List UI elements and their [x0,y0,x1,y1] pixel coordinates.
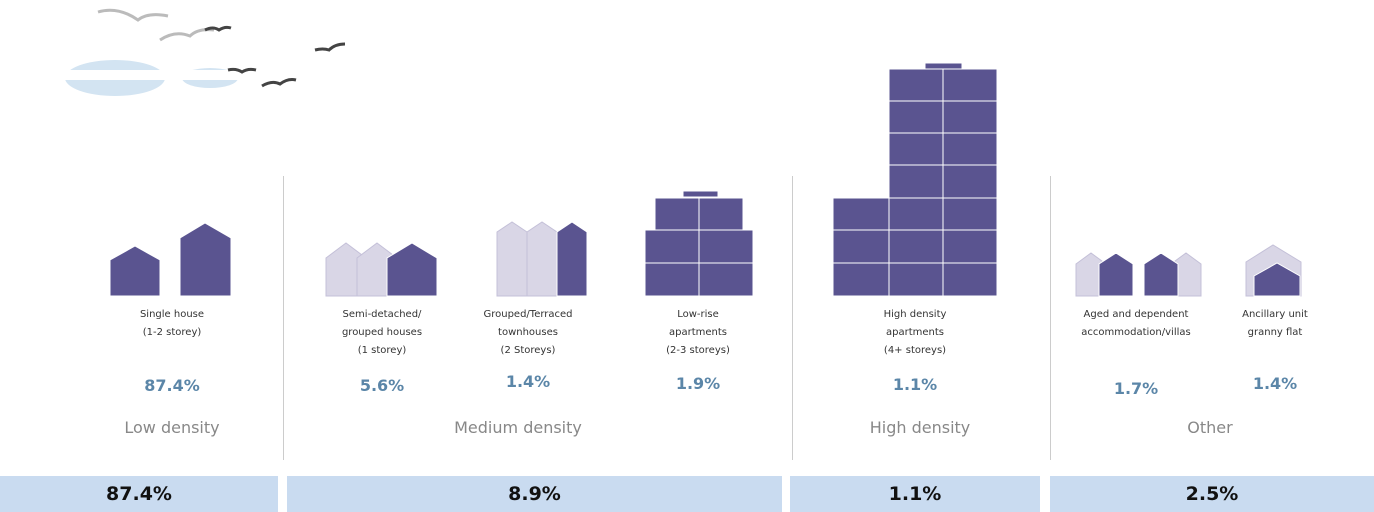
divider [1050,176,1051,460]
buildings [110,63,1301,296]
item-label: (2 Storeys) [448,342,608,360]
illustration [0,0,1374,470]
group-name: Low density [52,418,292,437]
group-name: Other [1090,418,1330,437]
item-label: townhouses [448,324,608,342]
item-share: 1.4% [1215,374,1335,393]
item-label: High density [835,306,995,324]
item-label: (1-2 storey) [92,324,252,342]
item-label: accommodation/villas [1056,324,1216,342]
group-total: 87.4% [0,476,278,512]
item-label: Grouped/Terraced [448,306,608,324]
group-name: Medium density [398,418,638,437]
item-label: (4+ storeys) [835,342,995,360]
item-share: 1.9% [638,374,758,393]
group-total: 1.1% [790,476,1040,512]
item-label: Ancillary unit [1195,306,1355,324]
divider [792,176,793,460]
item-label: apartments [835,324,995,342]
page: Single house(1-2 storey) 87.4% Low density… [0,0,1374,512]
item-label: grouped houses [302,324,462,342]
item-label: apartments [618,324,778,342]
item-label: (2-3 storeys) [618,342,778,360]
item-share: 87.4% [112,376,232,395]
item-label: granny flat [1195,324,1355,342]
item-label: Low-rise [618,306,778,324]
item-label: (1 storey) [302,342,462,360]
group-name: High density [800,418,1040,437]
item-label: Single house [92,306,252,324]
item-share: 5.6% [322,376,442,395]
item-label: Aged and dependent [1056,306,1216,324]
item-label: Semi-detached/ [302,306,462,324]
item-share: 1.1% [855,375,975,394]
item-share: 1.7% [1076,379,1196,398]
clouds [60,60,250,96]
group-total: 2.5% [1050,476,1374,512]
item-share: 1.4% [468,372,588,391]
group-total: 8.9% [287,476,782,512]
